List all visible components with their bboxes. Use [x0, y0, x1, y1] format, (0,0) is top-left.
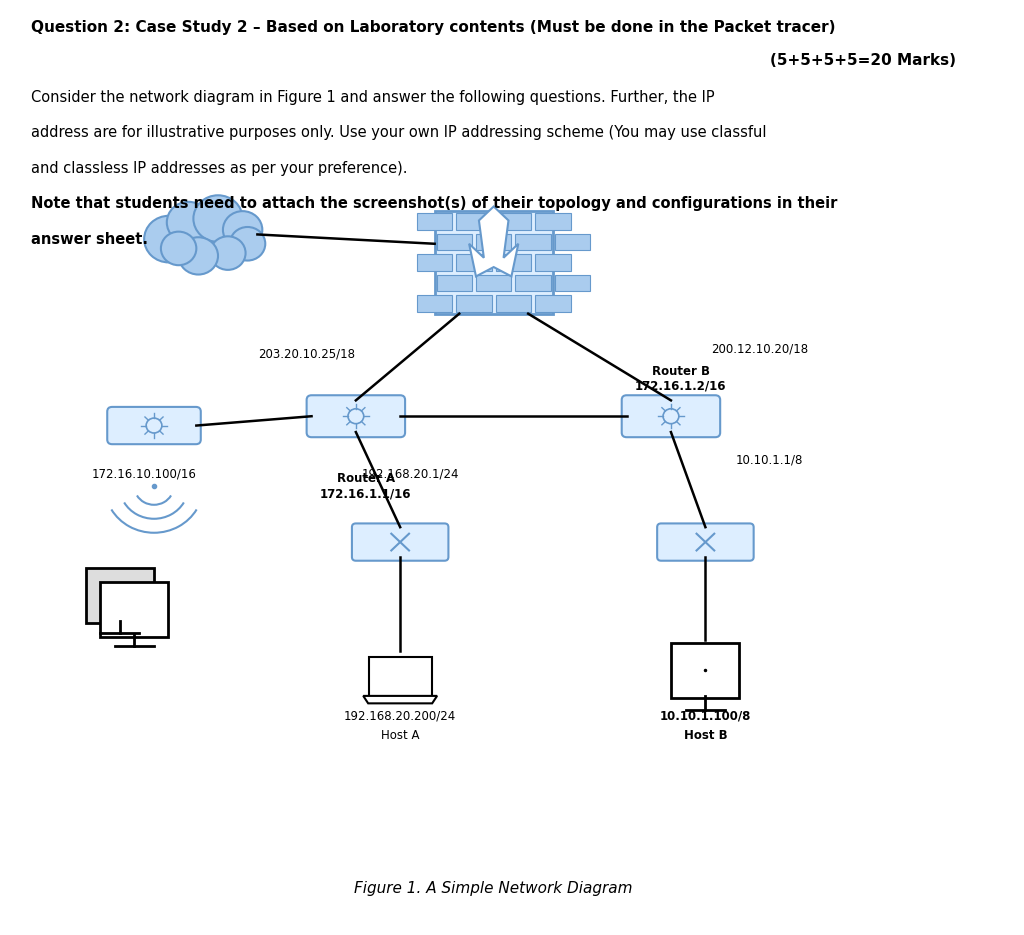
- Text: Router A
172.16.1.1/16: Router A 172.16.1.1/16: [319, 472, 412, 500]
- FancyBboxPatch shape: [108, 407, 201, 444]
- FancyBboxPatch shape: [457, 295, 492, 311]
- Text: 192.168.20.200/24: 192.168.20.200/24: [344, 710, 457, 723]
- Text: 203.20.10.25/18: 203.20.10.25/18: [258, 347, 355, 360]
- Circle shape: [223, 211, 262, 249]
- FancyBboxPatch shape: [555, 275, 590, 292]
- FancyBboxPatch shape: [476, 234, 511, 251]
- Text: 200.12.10.20/18: 200.12.10.20/18: [711, 342, 808, 355]
- Circle shape: [144, 216, 194, 263]
- FancyBboxPatch shape: [417, 254, 453, 271]
- FancyBboxPatch shape: [436, 234, 472, 251]
- Text: Router B
172.16.1.2/16: Router B 172.16.1.2/16: [635, 365, 727, 393]
- FancyBboxPatch shape: [457, 254, 492, 271]
- Circle shape: [194, 195, 243, 242]
- FancyBboxPatch shape: [86, 568, 154, 624]
- FancyBboxPatch shape: [672, 642, 739, 698]
- FancyBboxPatch shape: [434, 211, 553, 313]
- FancyBboxPatch shape: [536, 295, 570, 311]
- Circle shape: [161, 232, 197, 266]
- Text: and classless IP addresses as per your preference).: and classless IP addresses as per your p…: [31, 161, 408, 176]
- FancyBboxPatch shape: [555, 234, 590, 251]
- Text: address are for illustrative purposes only. Use your own IP addressing scheme (Y: address are for illustrative purposes on…: [31, 125, 766, 140]
- Text: Host B: Host B: [684, 728, 727, 741]
- FancyBboxPatch shape: [417, 295, 453, 311]
- Text: 10.10.1.1/8: 10.10.1.1/8: [735, 453, 803, 467]
- FancyBboxPatch shape: [536, 254, 570, 271]
- FancyBboxPatch shape: [657, 524, 754, 561]
- Circle shape: [229, 227, 265, 261]
- Text: (5+5+5+5=20 Marks): (5+5+5+5=20 Marks): [770, 52, 956, 67]
- Text: 192.168.20.1/24: 192.168.20.1/24: [361, 468, 459, 481]
- FancyBboxPatch shape: [352, 524, 449, 561]
- Text: Figure 1. A Simple Network Diagram: Figure 1. A Simple Network Diagram: [354, 882, 633, 897]
- FancyBboxPatch shape: [496, 254, 531, 271]
- FancyBboxPatch shape: [306, 396, 406, 438]
- Circle shape: [178, 237, 218, 275]
- FancyBboxPatch shape: [457, 213, 492, 230]
- Text: Consider the network diagram in Figure 1 and answer the following questions. Fur: Consider the network diagram in Figure 1…: [31, 90, 715, 105]
- Text: Note that students need to attach the screenshot(s) of their topology and config: Note that students need to attach the sc…: [31, 196, 838, 211]
- FancyBboxPatch shape: [476, 275, 511, 292]
- Circle shape: [167, 202, 210, 243]
- Text: answer sheet.: answer sheet.: [31, 232, 147, 247]
- FancyBboxPatch shape: [436, 275, 472, 292]
- FancyBboxPatch shape: [515, 234, 551, 251]
- FancyBboxPatch shape: [622, 396, 720, 438]
- Text: Host A: Host A: [381, 728, 420, 741]
- Text: 172.16.10.100/16: 172.16.10.100/16: [92, 468, 197, 481]
- Text: 10.10.1.100/8: 10.10.1.100/8: [659, 710, 751, 723]
- FancyBboxPatch shape: [369, 656, 432, 698]
- Polygon shape: [469, 207, 518, 277]
- FancyBboxPatch shape: [496, 295, 531, 311]
- FancyBboxPatch shape: [417, 213, 453, 230]
- FancyBboxPatch shape: [496, 213, 531, 230]
- FancyBboxPatch shape: [100, 583, 168, 637]
- Polygon shape: [364, 696, 437, 703]
- Text: Question 2: Case Study 2 – Based on Laboratory contents (Must be done in the Pac: Question 2: Case Study 2 – Based on Labo…: [31, 20, 836, 35]
- Circle shape: [210, 237, 246, 270]
- FancyBboxPatch shape: [515, 275, 551, 292]
- FancyBboxPatch shape: [536, 213, 570, 230]
